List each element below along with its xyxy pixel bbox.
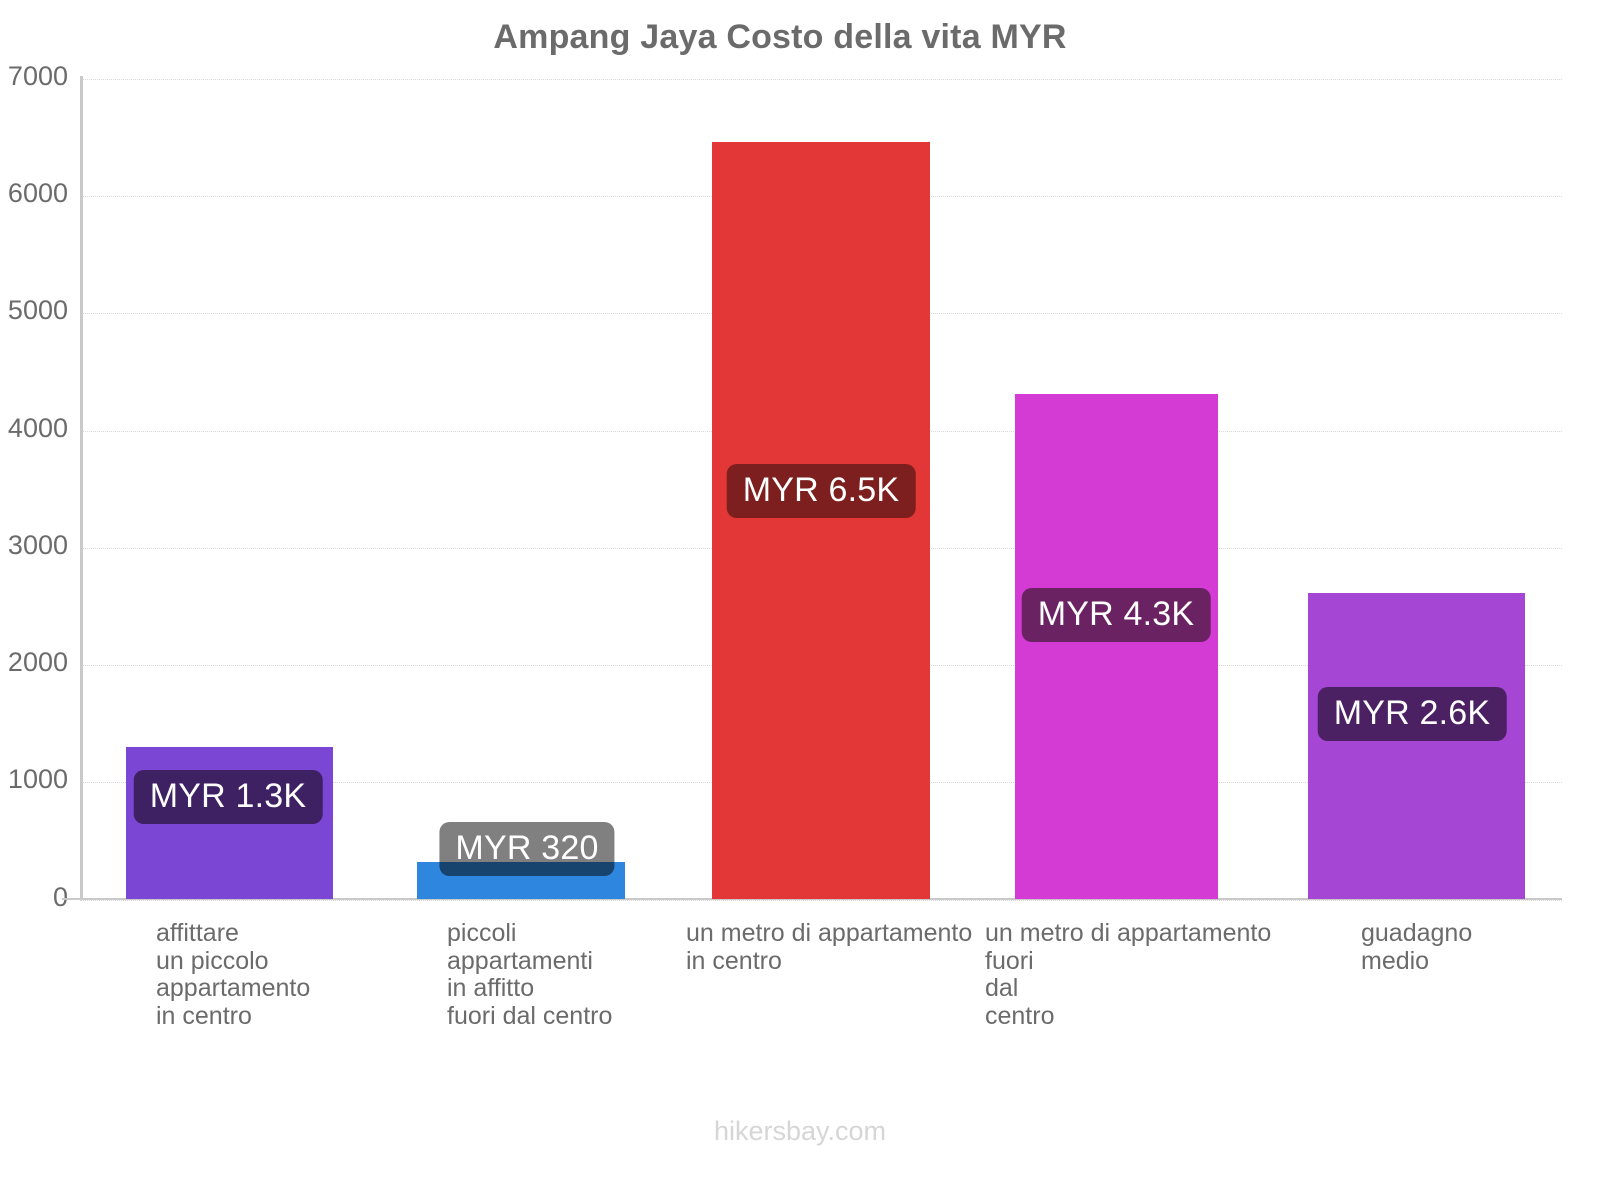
- gridline: [80, 900, 1562, 902]
- value-label-average-monthly-salary: MYR 2.6K: [1317, 687, 1507, 741]
- bar-price-per-square-metre-outside-centre[interactable]: [1015, 394, 1218, 899]
- y-axis-tick-label: 2000: [7, 647, 68, 677]
- x-label-rent-small-apartment-city-centre: affittare un piccolo appartamento in cen…: [156, 919, 311, 1030]
- y-axis-tick-label: 4000: [7, 413, 68, 443]
- y-axis-tick-label: 0: [52, 882, 68, 912]
- y-axis-line: [80, 76, 83, 900]
- value-label-rent-small-apartment-city-centre: MYR 1.3K: [133, 770, 323, 824]
- y-axis-tick-label: 6000: [7, 178, 68, 208]
- x-label-small-apartments-rent-outside-centre: piccoli appartamenti in affitto fuori da…: [447, 919, 613, 1030]
- bar-average-monthly-salary[interactable]: [1308, 593, 1525, 899]
- x-axis-baseline: [62, 898, 1562, 900]
- value-label-price-per-square-metre-city-centre: MYR 6.5K: [726, 464, 916, 518]
- x-label-average-monthly-salary: guadagno medio: [1361, 919, 1473, 975]
- value-label-small-apartments-rent-outside-centre: MYR 320: [439, 822, 615, 876]
- y-axis-tick-label: 7000: [7, 61, 68, 91]
- y-axis-tick-label: 1000: [7, 764, 68, 794]
- bar-price-per-square-metre-city-centre[interactable]: [712, 142, 930, 899]
- page-title: Ampang Jaya Costo della vita MYR: [493, 18, 1067, 56]
- value-label-price-per-square-metre-outside-centre: MYR 4.3K: [1021, 588, 1211, 642]
- gridline: [80, 79, 1562, 81]
- x-label-price-per-square-metre-outside-centre: un metro di appartamento fuori dal centr…: [985, 919, 1272, 1030]
- x-label-price-per-square-metre-city-centre: un metro di appartamento in centro: [686, 919, 973, 975]
- y-axis-tick-label: 3000: [7, 530, 68, 560]
- y-axis-tick-label: 5000: [7, 295, 68, 325]
- attribution-footer: hikersbay.com: [713, 1116, 887, 1146]
